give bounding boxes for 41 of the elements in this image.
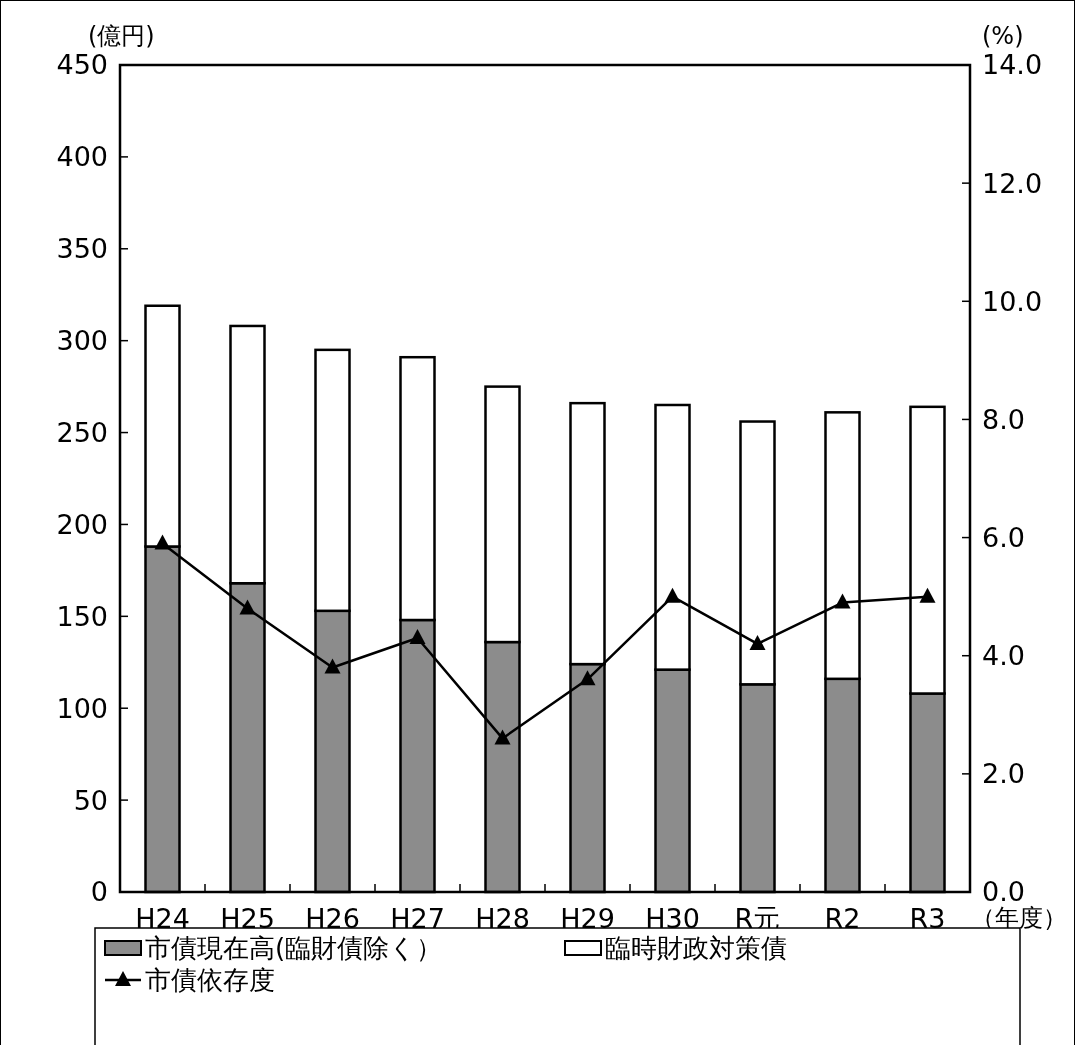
x-tick-label: R2 (824, 903, 861, 934)
x-tick-label: H24 (135, 903, 190, 934)
x-tick-label: H26 (305, 903, 360, 934)
y2-tick-label: 10.0 (982, 285, 1043, 317)
y2-tick-label: 8.0 (982, 403, 1025, 435)
y2-axis-title: (%) (982, 22, 1024, 51)
point (579, 670, 596, 686)
y-tick-label: 100 (56, 692, 108, 724)
y2-tick-label: 6.0 (982, 522, 1025, 554)
y-tick-label: 50 (73, 784, 108, 816)
y2-tick-label: 2.0 (982, 758, 1025, 790)
y-tick-label: 0 (90, 876, 108, 908)
y2-tick-label: 4.0 (982, 640, 1025, 672)
point (494, 729, 511, 745)
point (919, 587, 936, 603)
point (239, 599, 256, 615)
point (664, 587, 681, 603)
x-tick-label: H25 (220, 903, 275, 934)
y-tick-label: 300 (56, 325, 108, 357)
legend-label: 臨時財政対策債 (605, 933, 787, 964)
x-tick-label: R3 (909, 903, 946, 934)
y-tick-label: 200 (56, 508, 108, 540)
point (749, 634, 766, 650)
y-axis-title: (億円) (88, 22, 155, 51)
point (324, 658, 341, 674)
point (834, 593, 851, 609)
y-tick-label: 150 (56, 600, 108, 632)
y-tick-label: 400 (56, 141, 108, 173)
y-tick-label: 450 (56, 49, 108, 81)
legend-label: 市債依存度 (145, 965, 275, 996)
y2-tick-label: 14.0 (982, 49, 1043, 81)
legend-label: 市債現在高(臨財債除く） (145, 933, 443, 964)
x-tick-label: H28 (475, 903, 530, 934)
point (409, 628, 426, 644)
y-tick-label: 250 (56, 417, 108, 449)
x-tick-label: H30 (645, 903, 700, 934)
x-tick-label: H27 (390, 903, 445, 934)
y2-tick-label: 12.0 (982, 167, 1043, 199)
point (154, 534, 171, 550)
x-tick-label: H29 (560, 903, 615, 934)
y-tick-label: 350 (56, 233, 108, 265)
